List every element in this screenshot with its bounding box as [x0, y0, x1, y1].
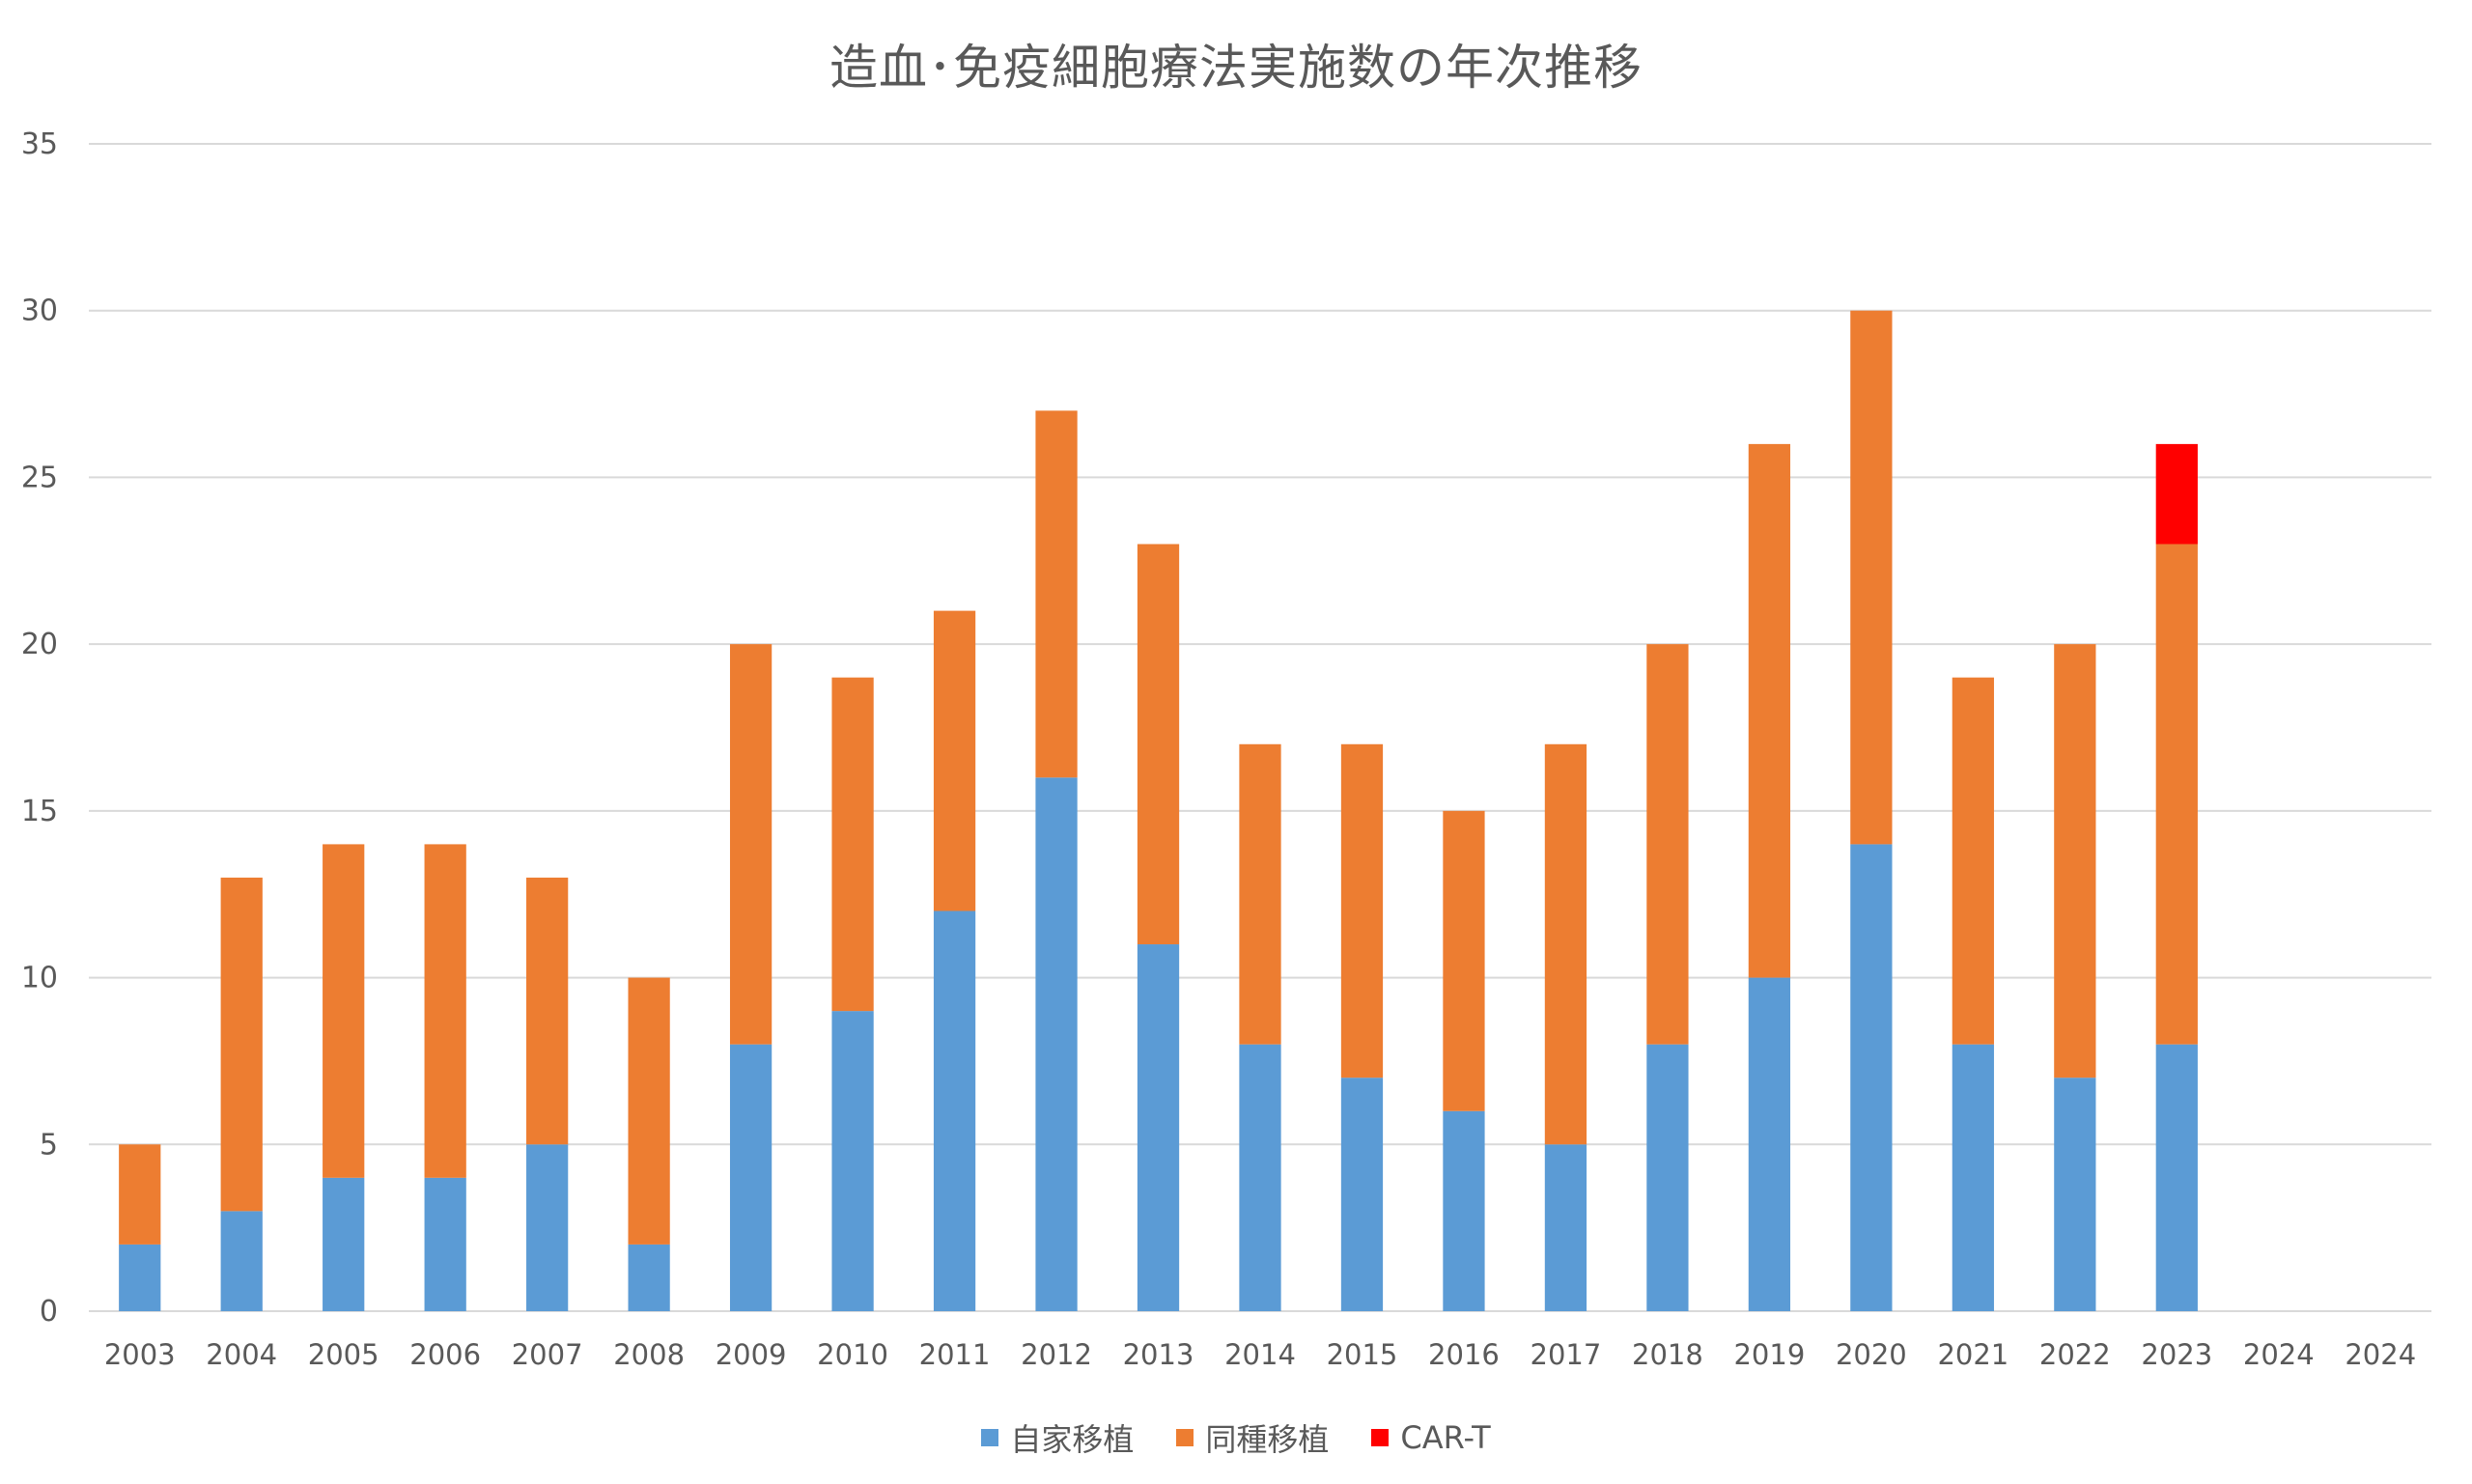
bar-segment: [729, 1044, 772, 1311]
bar-segment: [526, 1144, 569, 1311]
y-tick-label: 25: [21, 461, 58, 494]
x-tick-label: 2017: [1531, 1338, 1602, 1371]
x-tick-label: 2003: [104, 1338, 176, 1371]
bar-segment: [628, 977, 670, 1245]
bar-segment: [1748, 977, 1791, 1311]
y-tick-label: 5: [40, 1128, 58, 1162]
x-tick-label: 2023: [2141, 1338, 2212, 1371]
x-tick-label: 2014: [1224, 1338, 1296, 1371]
x-tick-label: 2004: [206, 1338, 277, 1371]
bar-segment: [1443, 810, 1485, 1111]
bar-segment: [628, 1244, 670, 1311]
bar-segment: [1952, 1044, 1994, 1311]
bar-segment: [1544, 1144, 1587, 1311]
bar-segment: [2155, 443, 2198, 545]
bar-segment: [1850, 310, 1893, 845]
bar-segment: [2155, 544, 2198, 1045]
bar-segment: [323, 844, 365, 1178]
bar-segment: [119, 1144, 161, 1245]
legend-swatch: [1371, 1429, 1390, 1446]
bar-segment: [1443, 1110, 1485, 1311]
x-tick-label: 2011: [919, 1338, 991, 1371]
bars: [119, 310, 2198, 1311]
x-tick-label: 2021: [1937, 1338, 2008, 1371]
bar-segment: [1239, 743, 1281, 1045]
bar-segment: [1340, 1078, 1384, 1311]
bar-segment: [831, 677, 874, 1012]
bar-segment: [2054, 644, 2096, 1078]
x-tick-label: 2015: [1327, 1338, 1398, 1371]
bar-segment: [933, 910, 976, 1311]
bar-segment: [831, 1011, 874, 1311]
bar-segment: [424, 1177, 466, 1311]
y-tick-label: 35: [21, 127, 58, 161]
legend-label: 自家移植: [1010, 1421, 1135, 1458]
bar-segment: [2155, 1044, 2198, 1311]
bar-segment: [1748, 443, 1791, 978]
x-tick-label: 2024: [2345, 1338, 2416, 1371]
legend-label: 同種移植: [1205, 1421, 1330, 1458]
bar-segment: [1544, 743, 1587, 1145]
bar-segment: [1239, 1044, 1281, 1311]
bar-segment: [729, 644, 772, 1045]
bar-segment: [1137, 944, 1180, 1311]
bar-segment: [933, 610, 976, 911]
y-tick-label: 0: [40, 1295, 58, 1329]
x-tick-label: 2005: [308, 1338, 379, 1371]
x-tick-label: 2006: [409, 1338, 481, 1371]
bar-segment: [526, 877, 569, 1145]
x-tick-label: 2007: [512, 1338, 583, 1371]
x-tick-label: 2020: [1836, 1338, 1907, 1371]
y-tick-label: 30: [21, 294, 58, 328]
bar-segment: [1340, 743, 1384, 1078]
y-axis-ticks: 0 5 10 15 20 25 30 35: [21, 127, 58, 1329]
bar-segment: [1646, 644, 1689, 1045]
bar-segment: [1035, 777, 1078, 1311]
bar-segment: [220, 1211, 263, 1311]
x-tick-label: 2010: [817, 1338, 888, 1371]
legend-item: 自家移植: [981, 1415, 1134, 1460]
x-tick-label: 2019: [1733, 1338, 1805, 1371]
bar-segment: [2054, 1078, 2096, 1311]
bar-segment: [424, 844, 466, 1178]
bar-segment: [1646, 1044, 1689, 1311]
x-tick-label: 2012: [1021, 1338, 1092, 1371]
legend: 自家移植 同種移植 CAR-T: [0, 1415, 2472, 1460]
bar-segment: [1850, 844, 1893, 1311]
x-tick-label: 2013: [1123, 1338, 1194, 1371]
bar-segment: [1952, 677, 1994, 1045]
chart-title: 造血･免疫細胞療法実施数の年次推移: [829, 40, 1643, 96]
x-tick-label: 2009: [716, 1338, 787, 1371]
x-tick-label: 2024: [2243, 1338, 2315, 1371]
bar-segment: [1137, 544, 1180, 945]
legend-item: CAR-T: [1371, 1415, 1491, 1460]
x-tick-label: 2008: [613, 1338, 685, 1371]
legend-swatch: [1176, 1429, 1194, 1446]
y-tick-label: 10: [21, 962, 58, 995]
bar-segment: [323, 1177, 365, 1311]
x-tick-label: 2022: [2039, 1338, 2111, 1371]
x-tick-label: 2016: [1428, 1338, 1500, 1371]
legend-label: CAR-T: [1400, 1419, 1491, 1456]
x-axis-ticks: 2003 2004 2005 2006 2007 2008 2009 2010 2011 2012…: [104, 1338, 2416, 1371]
legend-item: 同種移植: [1176, 1415, 1329, 1460]
bar-segment: [119, 1244, 161, 1311]
y-tick-label: 15: [21, 795, 58, 828]
x-tick-label: 2018: [1632, 1338, 1703, 1371]
bar-segment: [220, 877, 263, 1212]
y-tick-label: 20: [21, 628, 58, 661]
legend-swatch: [981, 1429, 999, 1446]
bar-segment: [1035, 410, 1078, 778]
